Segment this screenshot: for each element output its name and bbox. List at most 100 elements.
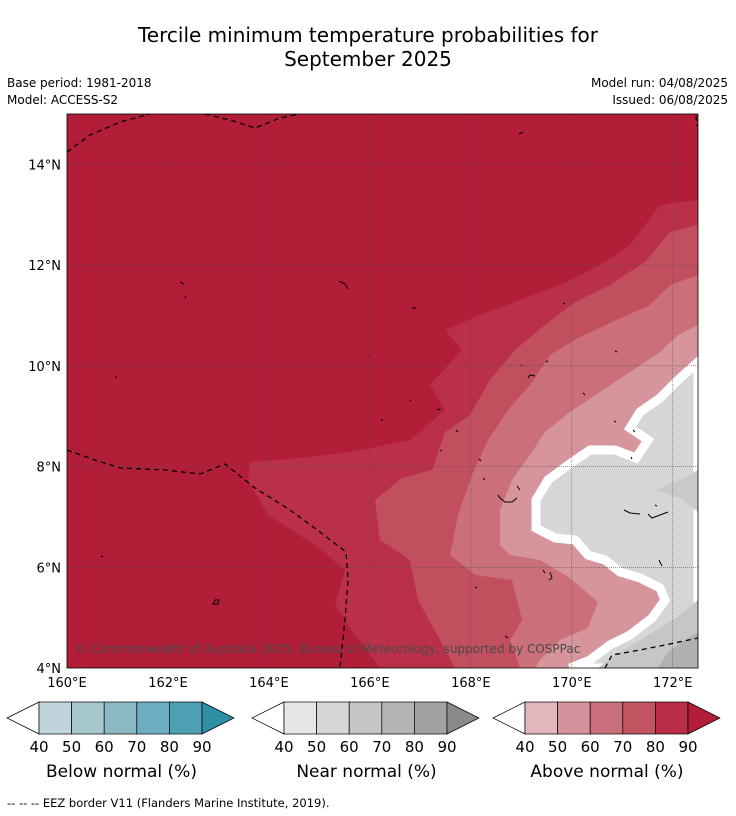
island [613, 420, 617, 423]
near-normal-region [531, 355, 698, 668]
island [338, 280, 349, 290]
island [518, 131, 524, 135]
colorbar-min-triangle [251, 701, 285, 735]
model-run-text: Model run: 04/08/2025 [590, 76, 728, 90]
base-period-text: Base period: 1981-2018 [7, 76, 152, 90]
island [545, 360, 549, 363]
colorbar-segment [316, 701, 350, 735]
map-frame [66, 113, 699, 669]
colorbar-segment [655, 701, 689, 735]
y-tick-label: 6°N [37, 561, 62, 576]
model-text: Model: ACCESS-S2 [7, 93, 119, 107]
colorbar-tick-label: 50 [307, 738, 326, 756]
colorbar-tick-label: 40 [29, 738, 48, 756]
y-tick-label: 12°N [28, 259, 61, 274]
colorbar-tick-label: 90 [192, 738, 211, 756]
eez-border-southeast [604, 637, 698, 668]
island [100, 555, 104, 558]
x-tick-label: 172°E [653, 676, 693, 691]
island [647, 511, 669, 519]
colorbar-tick-label: 70 [127, 738, 146, 756]
colorbar-segment [71, 701, 105, 735]
near-60-region [658, 632, 698, 668]
island [482, 477, 486, 481]
x-axis-ticks: 160°E 162°E 164°E 166°E 168°E 170°E 172°E [47, 676, 692, 691]
y-tick-label: 4°N [37, 662, 62, 677]
colorbar-tick-label: 60 [581, 738, 600, 756]
eez-border-east [695, 115, 698, 127]
island [212, 599, 220, 605]
eez-border-west [67, 449, 349, 668]
colorbar-tick-label: 90 [678, 738, 697, 756]
x-tick-label: 162°E [148, 676, 188, 691]
colorbar-tick-label: 80 [405, 738, 424, 756]
map-title-line1: Tercile minimum temperature probabilitie… [137, 23, 599, 47]
eez-border-north-2 [204, 114, 301, 129]
below-colorbar: 40 50 60 70 80 90 [6, 701, 235, 756]
island [436, 408, 441, 411]
colorbar-segment [38, 701, 72, 735]
island [614, 350, 618, 353]
colorbar-max-triangle [687, 701, 721, 735]
colorbar-tick-label: 60 [95, 738, 114, 756]
eez-borders [67, 114, 698, 668]
colorbar-segment [589, 701, 624, 735]
y-axis-ticks: 4°N 6°N 8°N 10°N 12°N 14°N [28, 158, 61, 677]
below-normal-label: Below normal (%) [46, 762, 197, 782]
islands [100, 131, 669, 639]
x-tick-label: 170°E [552, 676, 592, 691]
colorbar-segment [169, 701, 203, 735]
island [520, 364, 523, 367]
x-tick-label: 168°E [451, 676, 491, 691]
colorbar-tick-label: 90 [437, 738, 456, 756]
eez-footnote: -- -- -- EEZ border V11 (Flanders Marine… [7, 796, 330, 810]
island [504, 635, 509, 639]
x-tick-label: 160°E [47, 676, 87, 691]
y-tick-label: 8°N [37, 461, 62, 476]
colorbar-segment [348, 701, 383, 735]
colorbar-tick-label: 50 [548, 738, 567, 756]
colorbar-tick-label: 70 [613, 738, 632, 756]
above-normal-label: Above normal (%) [530, 762, 684, 782]
island [654, 504, 658, 507]
above-colorbar: 40 50 60 70 80 90 [492, 701, 721, 756]
map-plot-area: © Commonwealth of Australia 2025, Bureau… [67, 114, 698, 668]
map-gridlines [67, 114, 698, 668]
x-tick-label: 164°E [249, 676, 289, 691]
island [582, 392, 586, 396]
x-tick-label: 166°E [350, 676, 390, 691]
colorbar-min-triangle [492, 701, 526, 735]
island [455, 429, 459, 433]
colorbar-segment [557, 701, 591, 735]
island [548, 571, 553, 581]
colorbar-max-triangle [201, 701, 235, 735]
colorbar-min-triangle [6, 701, 40, 735]
colorbar-tick-label: 80 [160, 738, 179, 756]
near-colorbar: 40 50 60 70 80 90 [251, 701, 480, 756]
near-60-patch [655, 470, 698, 512]
colorbar-tick-label: 40 [274, 738, 293, 756]
copyright-text: © Commonwealth of Australia 2025, Bureau… [75, 642, 580, 656]
island [409, 399, 412, 402]
colorbar-segment [283, 701, 317, 735]
island [658, 559, 663, 567]
island [474, 586, 478, 589]
colorbar-tick-label: 70 [372, 738, 391, 756]
island [516, 485, 521, 491]
island [478, 458, 482, 462]
colorbar-max-triangle [446, 701, 480, 735]
eez-border-north [67, 114, 151, 153]
colorbar-tick-label: 80 [646, 738, 665, 756]
island [632, 429, 636, 433]
island [542, 569, 546, 574]
island [497, 494, 518, 503]
colorbar-segment [381, 701, 415, 735]
island [630, 456, 633, 460]
colorbars: 40 50 60 70 80 90 40 50 60 70 80 90 40 50 60 70 80 90 [6, 701, 721, 756]
near-normal-label: Near normal (%) [296, 762, 437, 782]
island [184, 295, 187, 299]
island [179, 281, 185, 285]
colorbar-segment [622, 701, 656, 735]
map-title-line2: September 2025 [284, 47, 452, 71]
